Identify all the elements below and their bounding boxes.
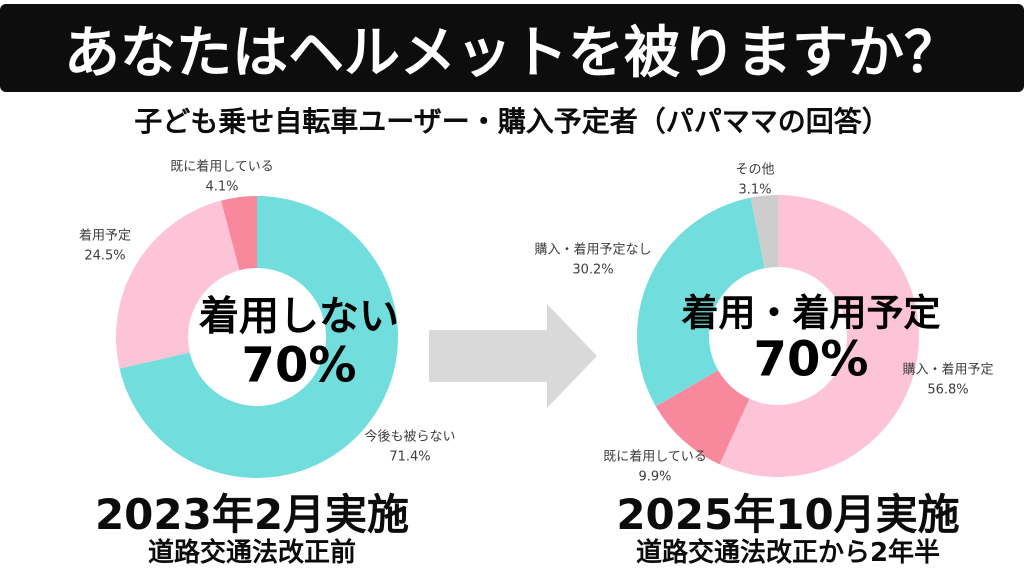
center-label-percent-2025: 70% xyxy=(753,331,869,388)
caption-2025: 2025年10月実施 道路交通法改正から2年半 xyxy=(616,492,959,570)
donut-segment-30.2% xyxy=(637,197,765,407)
donut-segment-3.1% xyxy=(750,195,778,269)
slice-label-already-wearing-2025: 既に着用している 9.9% xyxy=(603,449,707,485)
slice-label-plan-purchase-wear: 購入・着用予定 56.8% xyxy=(902,362,994,398)
center-label-2023: 着用しない 70% xyxy=(199,293,399,394)
donut-chart-2025 xyxy=(637,195,919,477)
caption-2023-law-note: 道路交通法改正前 xyxy=(147,538,356,569)
slice-label-wont-wear: 今後も被らない 71.4% xyxy=(364,429,456,465)
slice-label-other: その他 3.1% xyxy=(735,162,775,198)
center-label-percent-2023: 70% xyxy=(241,337,357,394)
caption-2023: 2023年2月実施 道路交通法改正前 xyxy=(95,492,409,570)
survey-subtitle: 子ども乗せ自転車ユーザー・購入予定者（パパママの回答） xyxy=(134,105,890,138)
arrow-right-icon xyxy=(429,304,597,408)
slice-label-plan-to-wear: 着用予定 24.5% xyxy=(78,228,132,264)
donut-segment-4.1% xyxy=(221,196,257,271)
center-label-2025: 着用・着用予定 70% xyxy=(682,292,941,387)
title-banner: あなたはヘルメットを被りますか？ xyxy=(0,4,1024,92)
arrow-right-shape xyxy=(429,304,597,408)
center-label-text-2025: 着用・着用予定 xyxy=(681,291,941,335)
slice-label-already-wearing-2023: 既に着用している 4.1% xyxy=(170,159,274,195)
page-title: あなたはヘルメットを被りますか？ xyxy=(64,20,960,86)
donut-segment-56.8% xyxy=(719,195,919,477)
donut-segment-71.4% xyxy=(119,196,398,478)
caption-2025-date: 2025年10月実施 xyxy=(616,490,960,539)
slice-label-no-purchase-plan: 購入・着用予定なし 30.2% xyxy=(534,242,652,278)
center-label-text-2023: 着用しない xyxy=(199,293,399,340)
caption-2025-law-note: 道路交通法改正から2年半 xyxy=(635,538,941,569)
donut-chart-2023 xyxy=(116,196,398,478)
donut-segment-24.5% xyxy=(116,200,240,369)
donut-segment-9.9% xyxy=(655,370,750,465)
caption-2023-date: 2023年2月実施 xyxy=(94,490,410,539)
